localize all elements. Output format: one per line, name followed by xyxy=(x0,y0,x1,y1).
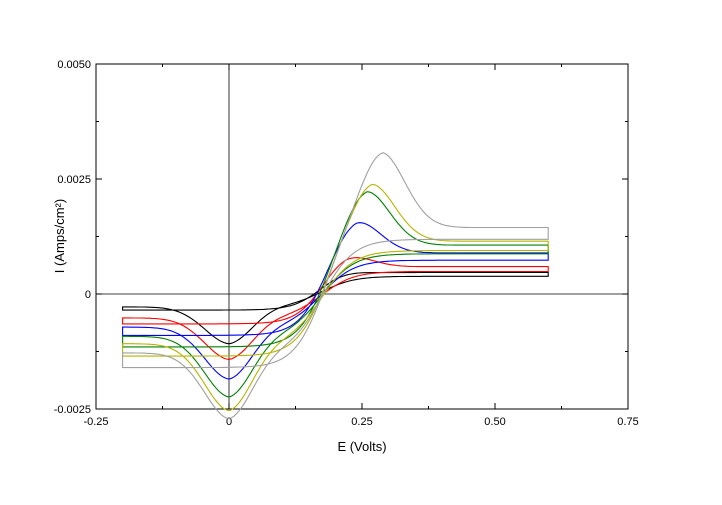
series-layer xyxy=(122,152,549,420)
axis-ticks: -0.25 0 0.25 0.50 0.75 -0.0025 0 0.0025 0.0050 xyxy=(54,59,639,428)
x-tick-label: -0.25 xyxy=(83,416,108,428)
cv-series-line-2 xyxy=(122,257,549,360)
y-axis-title: I (Amps/cm²) xyxy=(52,199,67,273)
x-tick-label: 0.75 xyxy=(617,416,638,428)
cv-series-line-6 xyxy=(122,152,549,420)
cv-series-line-1 xyxy=(122,271,549,345)
y-tick-label: 0 xyxy=(85,289,91,301)
reference-lines xyxy=(96,64,628,409)
cv-series-line-3 xyxy=(122,222,549,380)
x-tick-label: 0 xyxy=(226,416,232,428)
x-axis-title: E (Volts) xyxy=(337,439,386,454)
y-tick-label: -0.0025 xyxy=(54,404,91,416)
x-tick-label: 0.50 xyxy=(484,416,505,428)
cv-series-line-5 xyxy=(122,183,549,412)
y-tick-label: 0.0025 xyxy=(57,174,91,186)
x-tick-label: 0.25 xyxy=(351,416,372,428)
y-tick-label: 0.0050 xyxy=(57,59,91,71)
